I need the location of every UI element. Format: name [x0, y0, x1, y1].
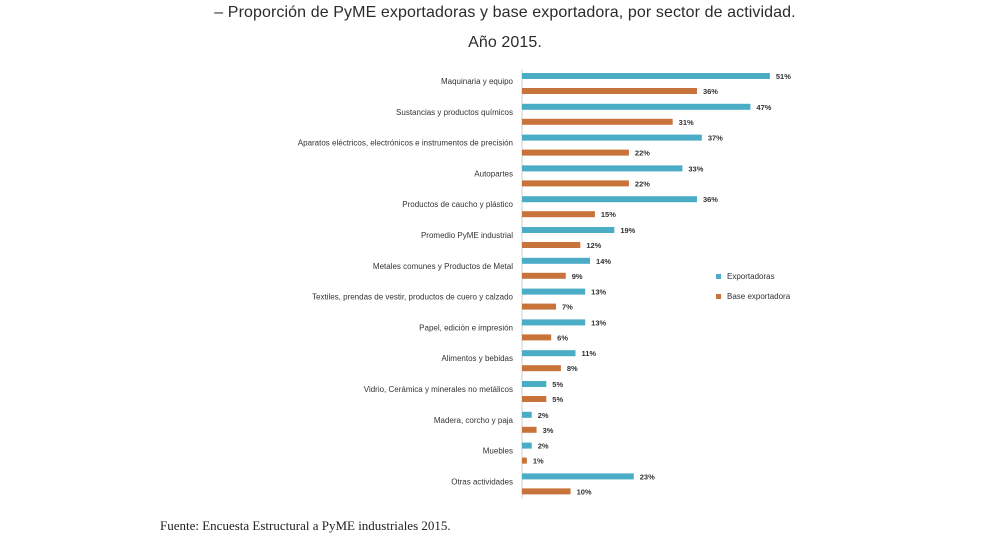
data-label: 1%: [533, 457, 544, 466]
data-label: 12%: [586, 241, 601, 250]
category-label: Otras actividades: [451, 477, 513, 486]
data-label: 9%: [572, 272, 583, 281]
bar-base-exportadora: [522, 118, 673, 125]
data-label: 31%: [679, 118, 694, 127]
bar-base-exportadora: [522, 272, 566, 279]
category-label: Promedio PyME industrial: [421, 231, 513, 240]
bar-exportadoras: [522, 381, 547, 387]
bar-base-exportadora: [522, 211, 595, 218]
data-label: 37%: [708, 134, 723, 143]
legend-label-exportadoras: Exportadoras: [727, 271, 775, 281]
bar-exportadoras: [522, 442, 532, 449]
data-label: 3%: [543, 426, 554, 435]
data-label: 33%: [688, 164, 703, 173]
category-label: Aparatos eléctricos, electrónicos e inst…: [298, 139, 513, 148]
data-label: 15%: [601, 210, 616, 219]
bar-exportadoras: [522, 319, 586, 326]
bar-base-exportadora: [522, 426, 537, 433]
category-label: Textiles, prendas de vestir, productos d…: [312, 293, 514, 302]
bar-exportadoras: [522, 288, 586, 295]
bar-exportadoras: [522, 257, 591, 264]
chart-title: – Proporción de PyME exportadoras y base…: [214, 4, 796, 21]
category-label: Productos de caucho y plástico: [402, 200, 513, 209]
bar-exportadoras: [522, 473, 634, 480]
chart-subtitle: Año 2015.: [468, 34, 542, 51]
legend-label-base-exportadora: Base exportadora: [727, 291, 791, 301]
category-label: Maquinaria y equipo: [441, 77, 514, 86]
data-label: 14%: [596, 257, 611, 266]
data-label: 51%: [776, 72, 791, 81]
bar-base-exportadora: [522, 88, 697, 94]
bar-exportadoras: [522, 411, 532, 418]
data-label: 36%: [703, 195, 718, 204]
bar-exportadoras: [522, 73, 770, 79]
bar-base-exportadora: [522, 488, 571, 495]
data-label: 13%: [591, 318, 606, 327]
category-label: Autopartes: [474, 169, 513, 178]
data-label: 11%: [581, 349, 596, 358]
legend: Exportadoras Base exportadora: [716, 266, 790, 306]
bar-base-exportadora: [522, 365, 561, 372]
data-label: 5%: [552, 380, 563, 389]
data-label: 2%: [538, 411, 549, 420]
data-label: 6%: [557, 333, 568, 342]
bar-exportadoras: [522, 134, 702, 141]
legend-swatch-base-exportadora: [716, 293, 721, 299]
data-label: 10%: [577, 487, 592, 496]
data-label: 22%: [635, 179, 650, 188]
bar-base-exportadora: [522, 396, 547, 402]
legend-item-exportadoras: Exportadoras: [716, 266, 790, 286]
data-label: 22%: [635, 149, 650, 158]
legend-item-base-exportadora: Base exportadora: [716, 286, 790, 306]
bar-base-exportadora: [522, 180, 629, 187]
bar-exportadoras: [522, 196, 697, 203]
bar-exportadoras: [522, 103, 751, 110]
data-label: 8%: [567, 364, 578, 373]
legend-swatch-exportadoras: [716, 273, 721, 279]
data-label: 7%: [562, 303, 573, 312]
category-label: Vidrio, Cerámica y minerales no metálico…: [364, 385, 513, 394]
data-label: 36%: [703, 87, 718, 96]
bar-base-exportadora: [522, 149, 629, 156]
bar-base-exportadora: [522, 242, 581, 248]
category-label: Sustancias y productos químicos: [396, 108, 513, 117]
category-label: Papel, edición e impresión: [419, 323, 513, 332]
data-label: 47%: [756, 103, 771, 112]
category-label: Madera, corcho y paja: [434, 416, 514, 425]
category-label: Alimentos y bebidas: [441, 354, 513, 363]
bar-base-exportadora: [522, 303, 557, 310]
data-label: 13%: [591, 288, 606, 297]
data-label: 19%: [620, 226, 635, 235]
category-label: Muebles: [483, 447, 513, 456]
data-label: 5%: [552, 395, 563, 404]
bar-exportadoras: [522, 227, 615, 233]
bar-exportadoras: [522, 350, 576, 357]
bar-base-exportadora: [522, 334, 552, 341]
data-label: 23%: [640, 472, 655, 481]
data-label: 2%: [538, 442, 549, 451]
bar-exportadoras: [522, 165, 683, 172]
bar-base-exportadora: [522, 457, 527, 464]
category-label: Metales comunes y Productos de Metal: [373, 262, 513, 271]
source-note: Fuente: Encuesta Estructural a PyME indu…: [160, 518, 451, 533]
